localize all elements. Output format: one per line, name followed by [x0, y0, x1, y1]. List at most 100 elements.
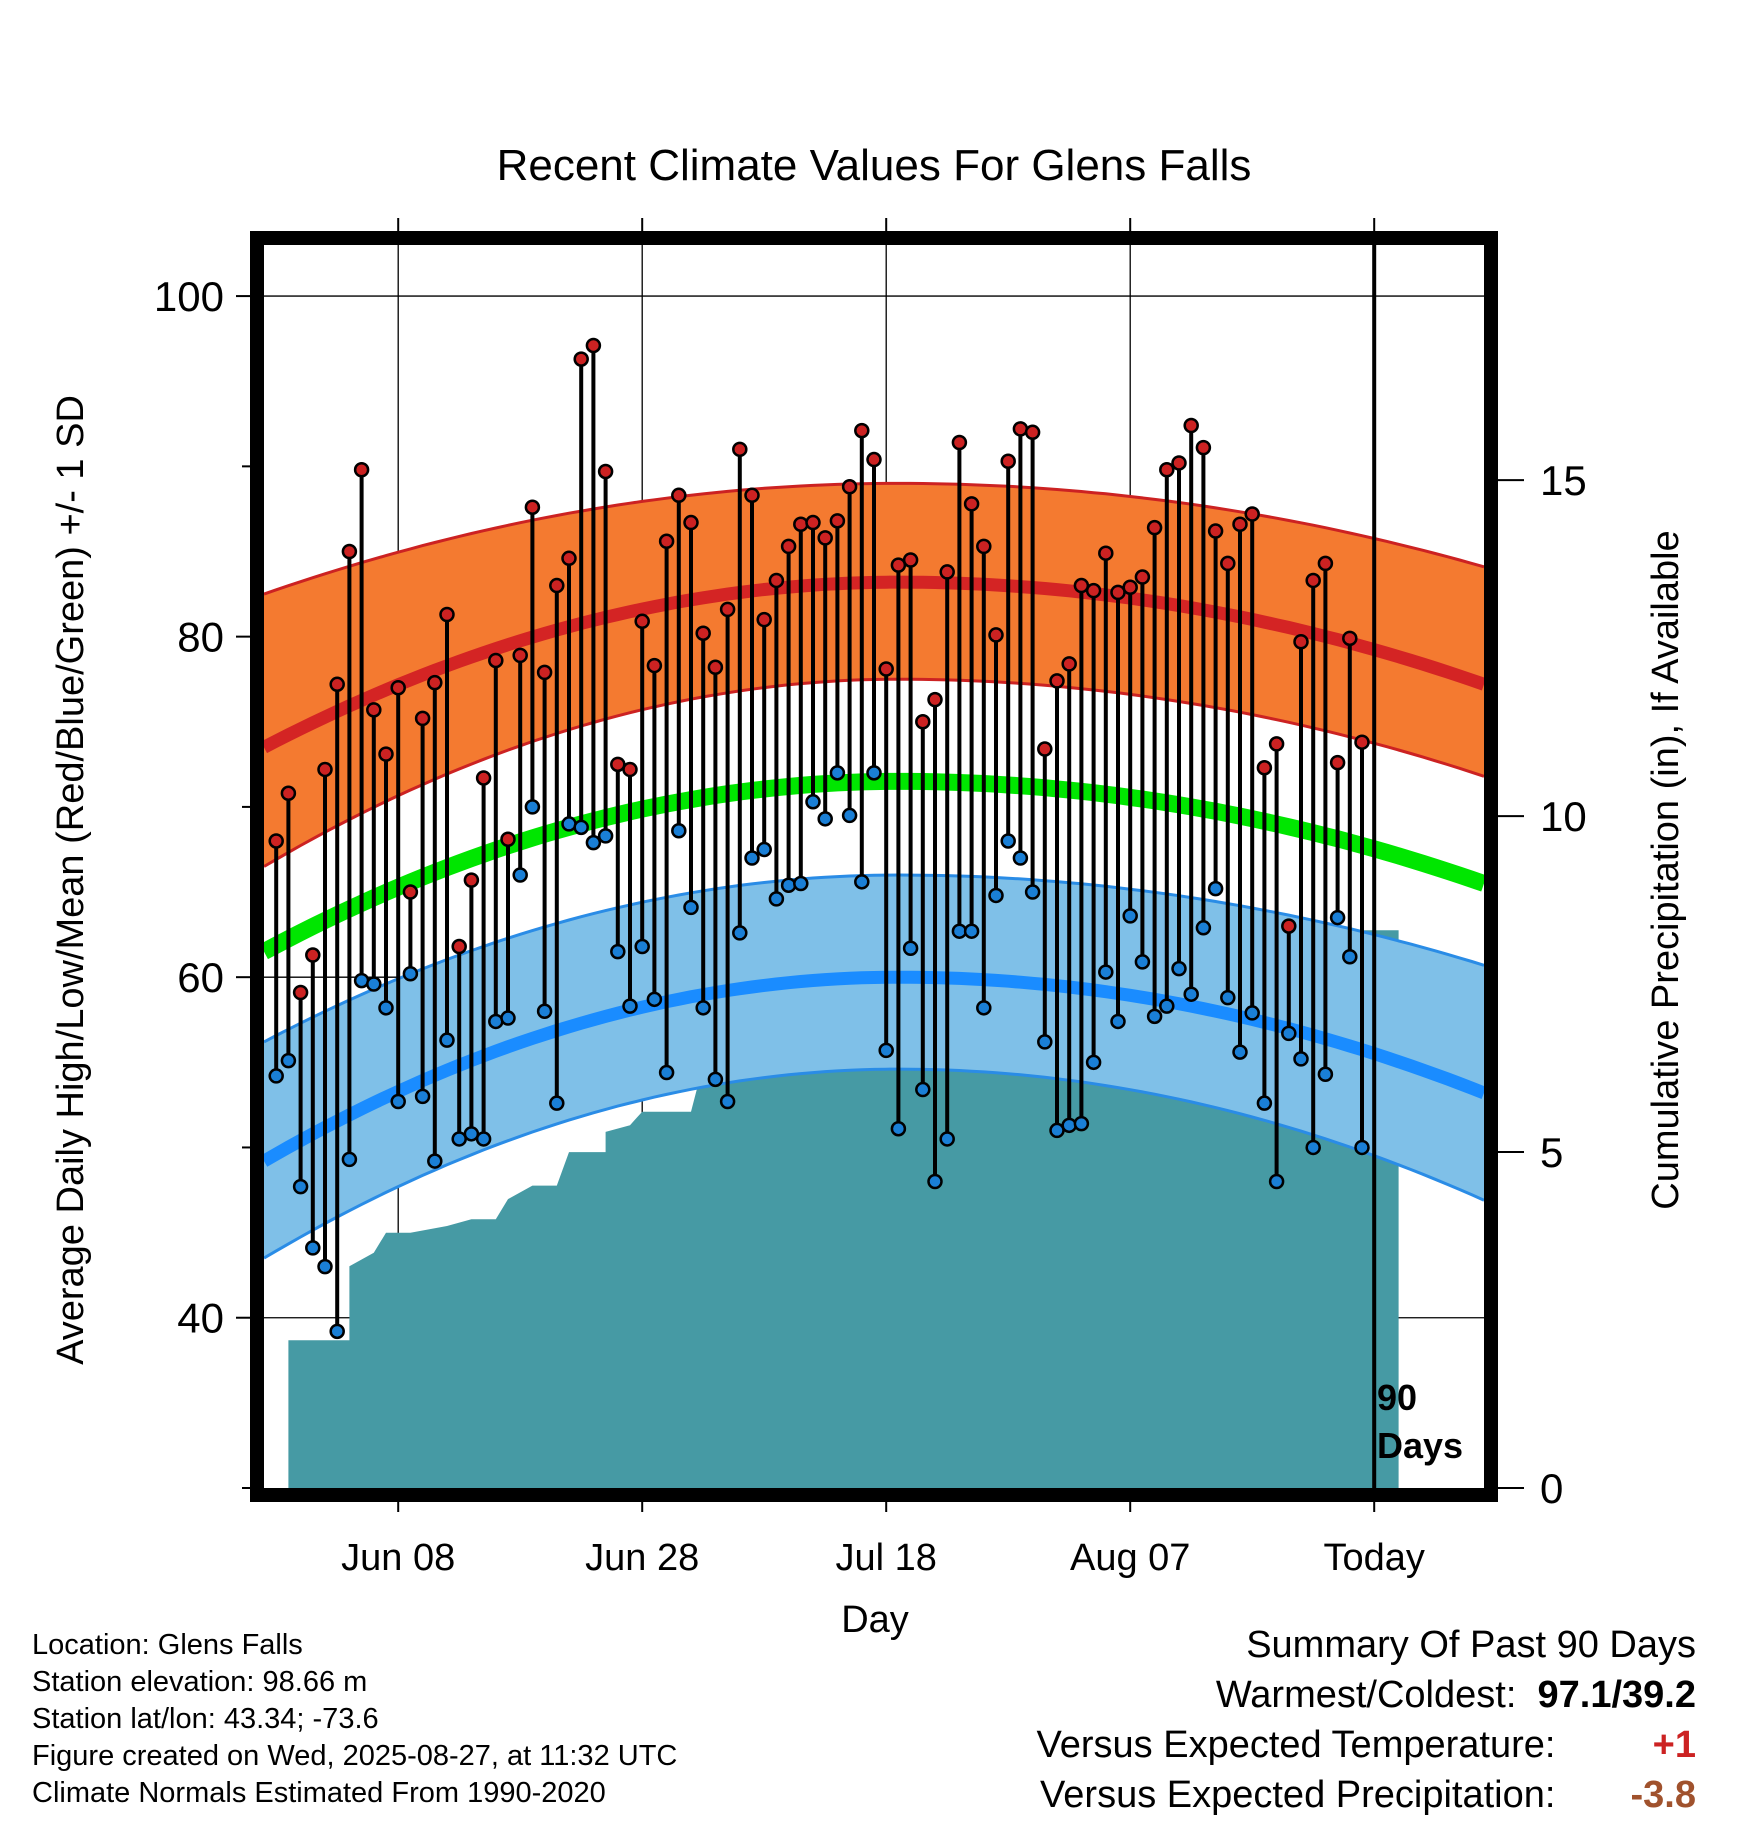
daily-high-point — [829, 513, 846, 529]
daily-high-point — [1220, 555, 1236, 572]
daily-low-point — [756, 841, 772, 858]
daily-high-point — [573, 351, 589, 367]
daily-low-point — [988, 887, 1004, 904]
daily-high-point — [280, 785, 297, 802]
daily-low-point — [976, 1000, 992, 1016]
daily-high-point — [378, 746, 394, 762]
daily-high-point — [1244, 506, 1260, 522]
summary-warmest: Warmest/Coldest: 97.1/39.2 — [1216, 1672, 1696, 1718]
daily-low-point — [854, 874, 870, 890]
daily-low-point — [683, 899, 699, 916]
y2-axis-label: Cumulative Precipitation (in), If Availa… — [1645, 530, 1687, 1209]
y-tick-label: 80 — [177, 614, 224, 661]
daily-high-point — [1317, 555, 1334, 572]
daily-high-point — [1281, 918, 1297, 934]
daily-high-point — [549, 577, 565, 594]
daily-high-point — [707, 659, 724, 676]
daily-low-point — [927, 1173, 943, 1190]
daily-low-point — [414, 1088, 431, 1105]
daily-high-point — [1159, 462, 1175, 478]
daily-low-point — [1012, 850, 1029, 866]
daily-low-point — [744, 850, 760, 866]
daily-low-point — [963, 923, 980, 939]
daily-low-point — [622, 998, 638, 1014]
daily-high-point — [988, 627, 1004, 643]
today-days-word: Days — [1377, 1425, 1463, 1466]
daily-low-point — [475, 1131, 492, 1147]
daily-high-point — [622, 761, 638, 778]
daily-low-point — [841, 807, 858, 824]
daily-high-point — [1342, 630, 1358, 647]
daily-low-point — [902, 940, 919, 956]
daily-low-point — [1232, 1044, 1248, 1060]
daily-high-point — [439, 606, 455, 623]
daily-low-point — [500, 1010, 516, 1026]
low-upper-edge — [263, 873, 1485, 1044]
daily-low-point — [366, 976, 382, 992]
daily-low-point — [329, 1323, 345, 1340]
temp-value: +1 — [1652, 1724, 1696, 1766]
daily-high-point — [939, 564, 955, 580]
info-elevation: Station elevation: 98.66 m — [32, 1666, 368, 1698]
daily-high-point — [585, 337, 602, 354]
daily-low-point — [439, 1032, 455, 1048]
daily-high-point — [317, 761, 333, 778]
daily-low-point — [1073, 1115, 1090, 1132]
daily-high-point — [561, 550, 577, 567]
y2-tick-label: 10 — [1540, 793, 1587, 840]
daily-high-point — [414, 710, 431, 727]
daily-low-point — [1061, 1117, 1077, 1134]
x-axis-label: Day — [841, 1599, 909, 1641]
daily-high-point — [305, 947, 321, 963]
daily-low-point — [305, 1240, 321, 1256]
daily-high-point — [463, 872, 480, 888]
daily-low-point — [536, 1003, 553, 1019]
daily-low-point — [793, 875, 809, 892]
y2-tick-label: 15 — [1540, 457, 1587, 504]
daily-high-point — [927, 691, 943, 708]
daily-high-point — [878, 661, 894, 677]
daily-high-point — [915, 714, 931, 730]
daily-high-point — [719, 601, 736, 618]
daily-high-point — [1024, 424, 1041, 441]
daily-high-point — [976, 538, 992, 555]
x-tick-label: Aug 07 — [1070, 1537, 1190, 1579]
info-created: Figure created on Wed, 2025-08-27, at 11… — [32, 1740, 678, 1772]
daily-high-point — [817, 530, 833, 546]
daily-low-point — [1098, 964, 1114, 980]
daily-low-point — [878, 1042, 894, 1059]
daily-low-point — [549, 1095, 565, 1111]
daily-low-point — [573, 819, 589, 836]
daily-high-point — [488, 652, 504, 669]
daily-high-point — [1049, 673, 1065, 689]
plot-frame — [250, 231, 1498, 1502]
daily-high-point — [524, 499, 541, 515]
daily-low-point — [402, 966, 419, 982]
y-axis-label: Average Daily High/Low/Mean (Red/Blue/Gr… — [50, 395, 92, 1365]
daily-low-point — [1122, 908, 1138, 924]
daily-high-point — [341, 543, 358, 560]
daily-high-point — [646, 657, 663, 674]
daily-high-point — [695, 625, 711, 641]
daily-low-point — [805, 794, 821, 810]
y2-tick-label: 0 — [1540, 1465, 1563, 1512]
daily-low-point — [1183, 986, 1199, 1002]
daily-low-point — [341, 1151, 358, 1168]
daily-low-point — [719, 1093, 736, 1110]
y-tick-label: 40 — [177, 1295, 224, 1342]
daily-low-point — [1000, 833, 1016, 849]
daily-low-point — [1159, 998, 1175, 1014]
daily-high-point — [1195, 439, 1212, 456]
daily-high-point — [1183, 417, 1199, 434]
daily-low-point — [1195, 920, 1212, 936]
y-tick-label: 100 — [154, 273, 224, 320]
daily-high-point — [951, 434, 968, 451]
daily-high-point — [292, 984, 309, 1001]
daily-low-point — [378, 1000, 394, 1016]
daily-high-point — [1171, 455, 1187, 471]
daily-high-point — [512, 647, 528, 664]
precip-value: -3.8 — [1630, 1774, 1696, 1816]
daily-high-point — [597, 463, 614, 480]
daily-high-point — [1256, 759, 1273, 776]
summary-precipitation: Versus Expected Precipitation: -3.8 — [1040, 1772, 1696, 1818]
